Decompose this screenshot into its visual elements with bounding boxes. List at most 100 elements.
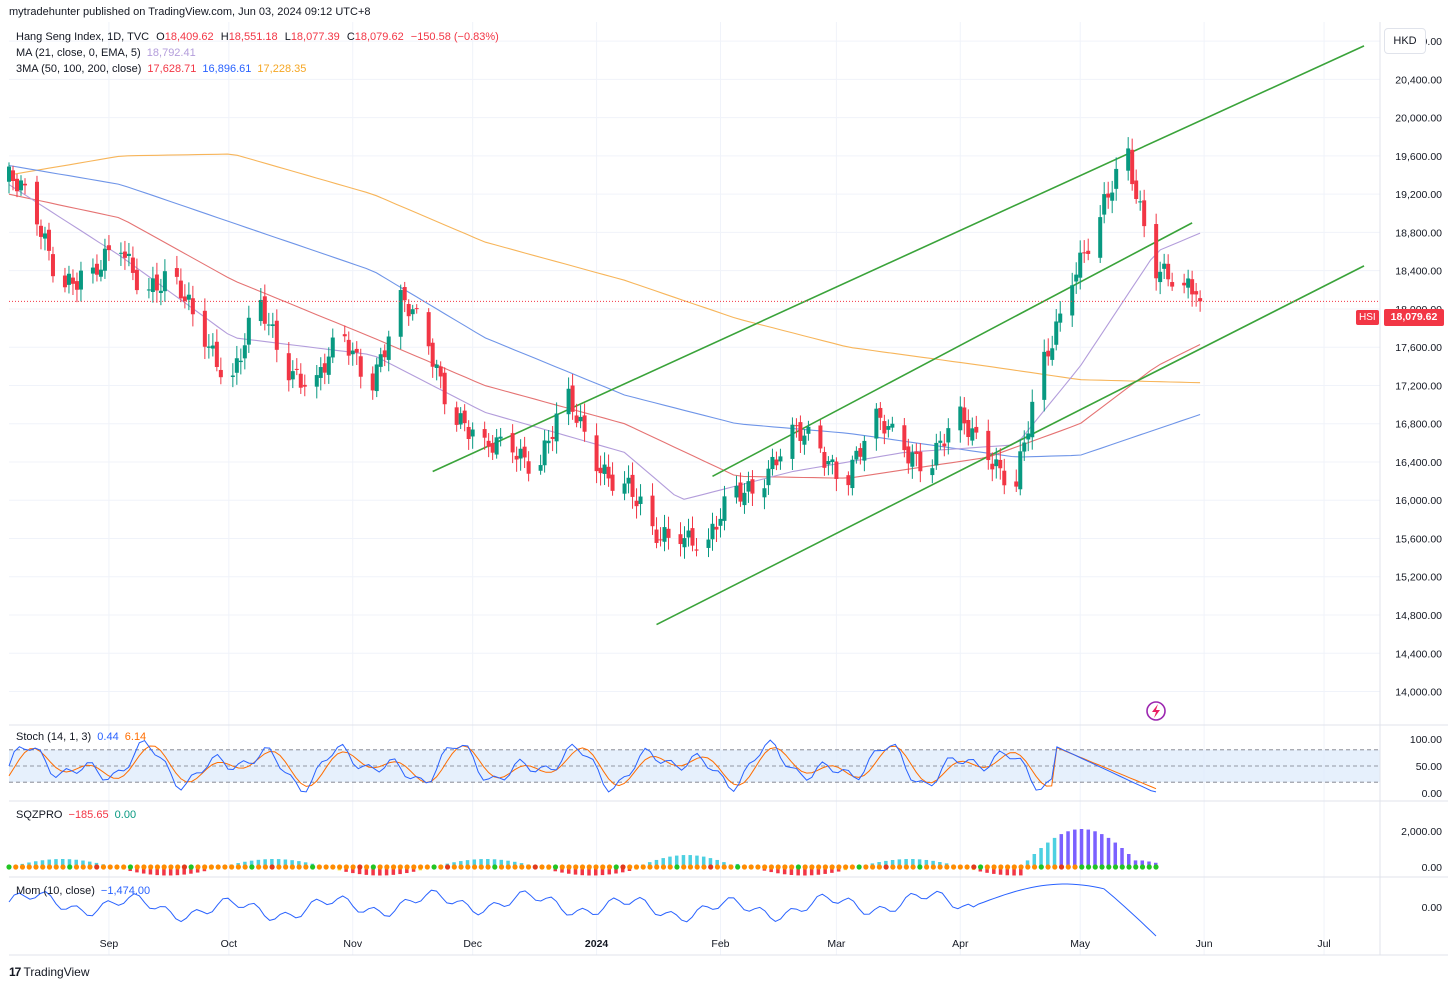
sqz-bar	[580, 867, 584, 876]
sqz-dot	[512, 864, 518, 870]
candle	[1082, 240, 1087, 263]
candle-body	[298, 373, 303, 388]
candle	[886, 419, 891, 438]
candle	[266, 312, 271, 336]
candle	[1022, 430, 1027, 461]
sqz-bar	[1073, 829, 1077, 868]
ema21-line	[8, 184, 1201, 500]
sqz-bar	[357, 867, 362, 875]
low-label: L	[284, 31, 291, 43]
candle-body	[770, 456, 775, 470]
currency-button[interactable]: HKD	[1384, 28, 1426, 54]
candle	[38, 219, 43, 250]
candle-body	[330, 337, 335, 358]
sqz-bar	[931, 860, 935, 868]
sqz-bar	[364, 867, 369, 875]
candle	[578, 405, 583, 429]
candle-body	[378, 354, 383, 367]
sqz-dot	[546, 864, 552, 870]
time-tick-label: Mar	[827, 938, 846, 950]
candle-body	[1154, 224, 1159, 279]
candle	[902, 417, 907, 458]
sqz-dot	[627, 864, 633, 870]
price-tick-label: 18,400.00	[1395, 266, 1442, 278]
candle-body	[538, 465, 543, 471]
candle	[778, 448, 783, 470]
candle	[358, 348, 363, 389]
stoch-d-line	[8, 745, 1157, 790]
candle-body	[626, 477, 631, 484]
candle	[666, 516, 671, 550]
candle-body	[998, 459, 1003, 469]
candle-body	[1170, 282, 1175, 287]
candle	[182, 284, 187, 309]
candle-body	[794, 425, 799, 427]
sqz-bar	[688, 855, 692, 868]
candle	[1002, 458, 1007, 495]
stoch-legend: Stoch (14, 1, 3) 0.44 6.14	[16, 731, 146, 743]
candle	[174, 255, 179, 285]
sqz-dot	[411, 864, 417, 870]
sqz-dot	[924, 864, 930, 870]
sqz-dot	[397, 864, 403, 870]
candle-body	[426, 312, 431, 347]
sqz-bar	[897, 859, 902, 868]
candle	[1046, 338, 1051, 366]
sqz-bar	[1120, 848, 1124, 868]
sqz-dot	[1011, 864, 1017, 870]
sqz-bar	[371, 867, 375, 876]
candle-body	[66, 273, 71, 285]
sqz-dot	[573, 864, 579, 870]
candle	[634, 488, 639, 519]
candle	[34, 175, 39, 236]
candle	[1102, 182, 1107, 224]
candle-body	[718, 518, 723, 526]
candle	[346, 331, 351, 365]
sqz-bar	[1025, 860, 1030, 868]
sqz-dot	[337, 864, 343, 870]
candle	[42, 226, 47, 251]
candle	[398, 284, 403, 350]
sqz-bar	[654, 859, 659, 868]
sqz-dot	[735, 864, 741, 870]
pane-separators	[9, 22, 1448, 956]
candle-body	[494, 437, 499, 455]
sqz-dot	[937, 864, 943, 870]
candle	[122, 240, 127, 270]
candle-body	[1074, 274, 1079, 282]
candle-body	[74, 281, 79, 290]
sqz-bar	[884, 860, 888, 868]
sqz-bar	[1127, 854, 1131, 868]
candle-body	[178, 280, 183, 299]
candle	[550, 426, 555, 452]
candle	[1182, 273, 1187, 294]
candle	[582, 403, 587, 442]
mom-legend: Mom (10, close) −1,474.00	[16, 885, 150, 897]
sqz-dot	[451, 864, 457, 870]
sqz-bar	[54, 859, 58, 868]
candle-body	[434, 364, 439, 368]
candle	[994, 447, 999, 479]
ma100-value: 16,896.61	[202, 63, 252, 75]
sqz-dot	[708, 864, 714, 870]
tradingview-logo[interactable]: 17 TradingView	[9, 965, 90, 979]
low-value: 18,077.39	[290, 31, 340, 43]
candle-body	[518, 448, 523, 459]
candle-body	[230, 375, 235, 377]
candle-body	[966, 420, 971, 438]
sqz-dot	[424, 864, 430, 870]
sqz-dot	[134, 864, 140, 870]
price-tick-label: 20,400.00	[1395, 74, 1442, 86]
sqz-bar	[81, 860, 85, 868]
candle-body	[90, 267, 95, 274]
sqz-bar	[776, 867, 780, 874]
candle-body	[570, 385, 575, 412]
candle-body	[738, 482, 743, 502]
candle	[150, 266, 155, 303]
sqz-dot	[910, 864, 916, 870]
candle-body	[34, 181, 39, 225]
candle	[1186, 269, 1191, 299]
price-tick-label: 20,000.00	[1395, 113, 1442, 125]
lightning-icon[interactable]	[1146, 701, 1166, 721]
